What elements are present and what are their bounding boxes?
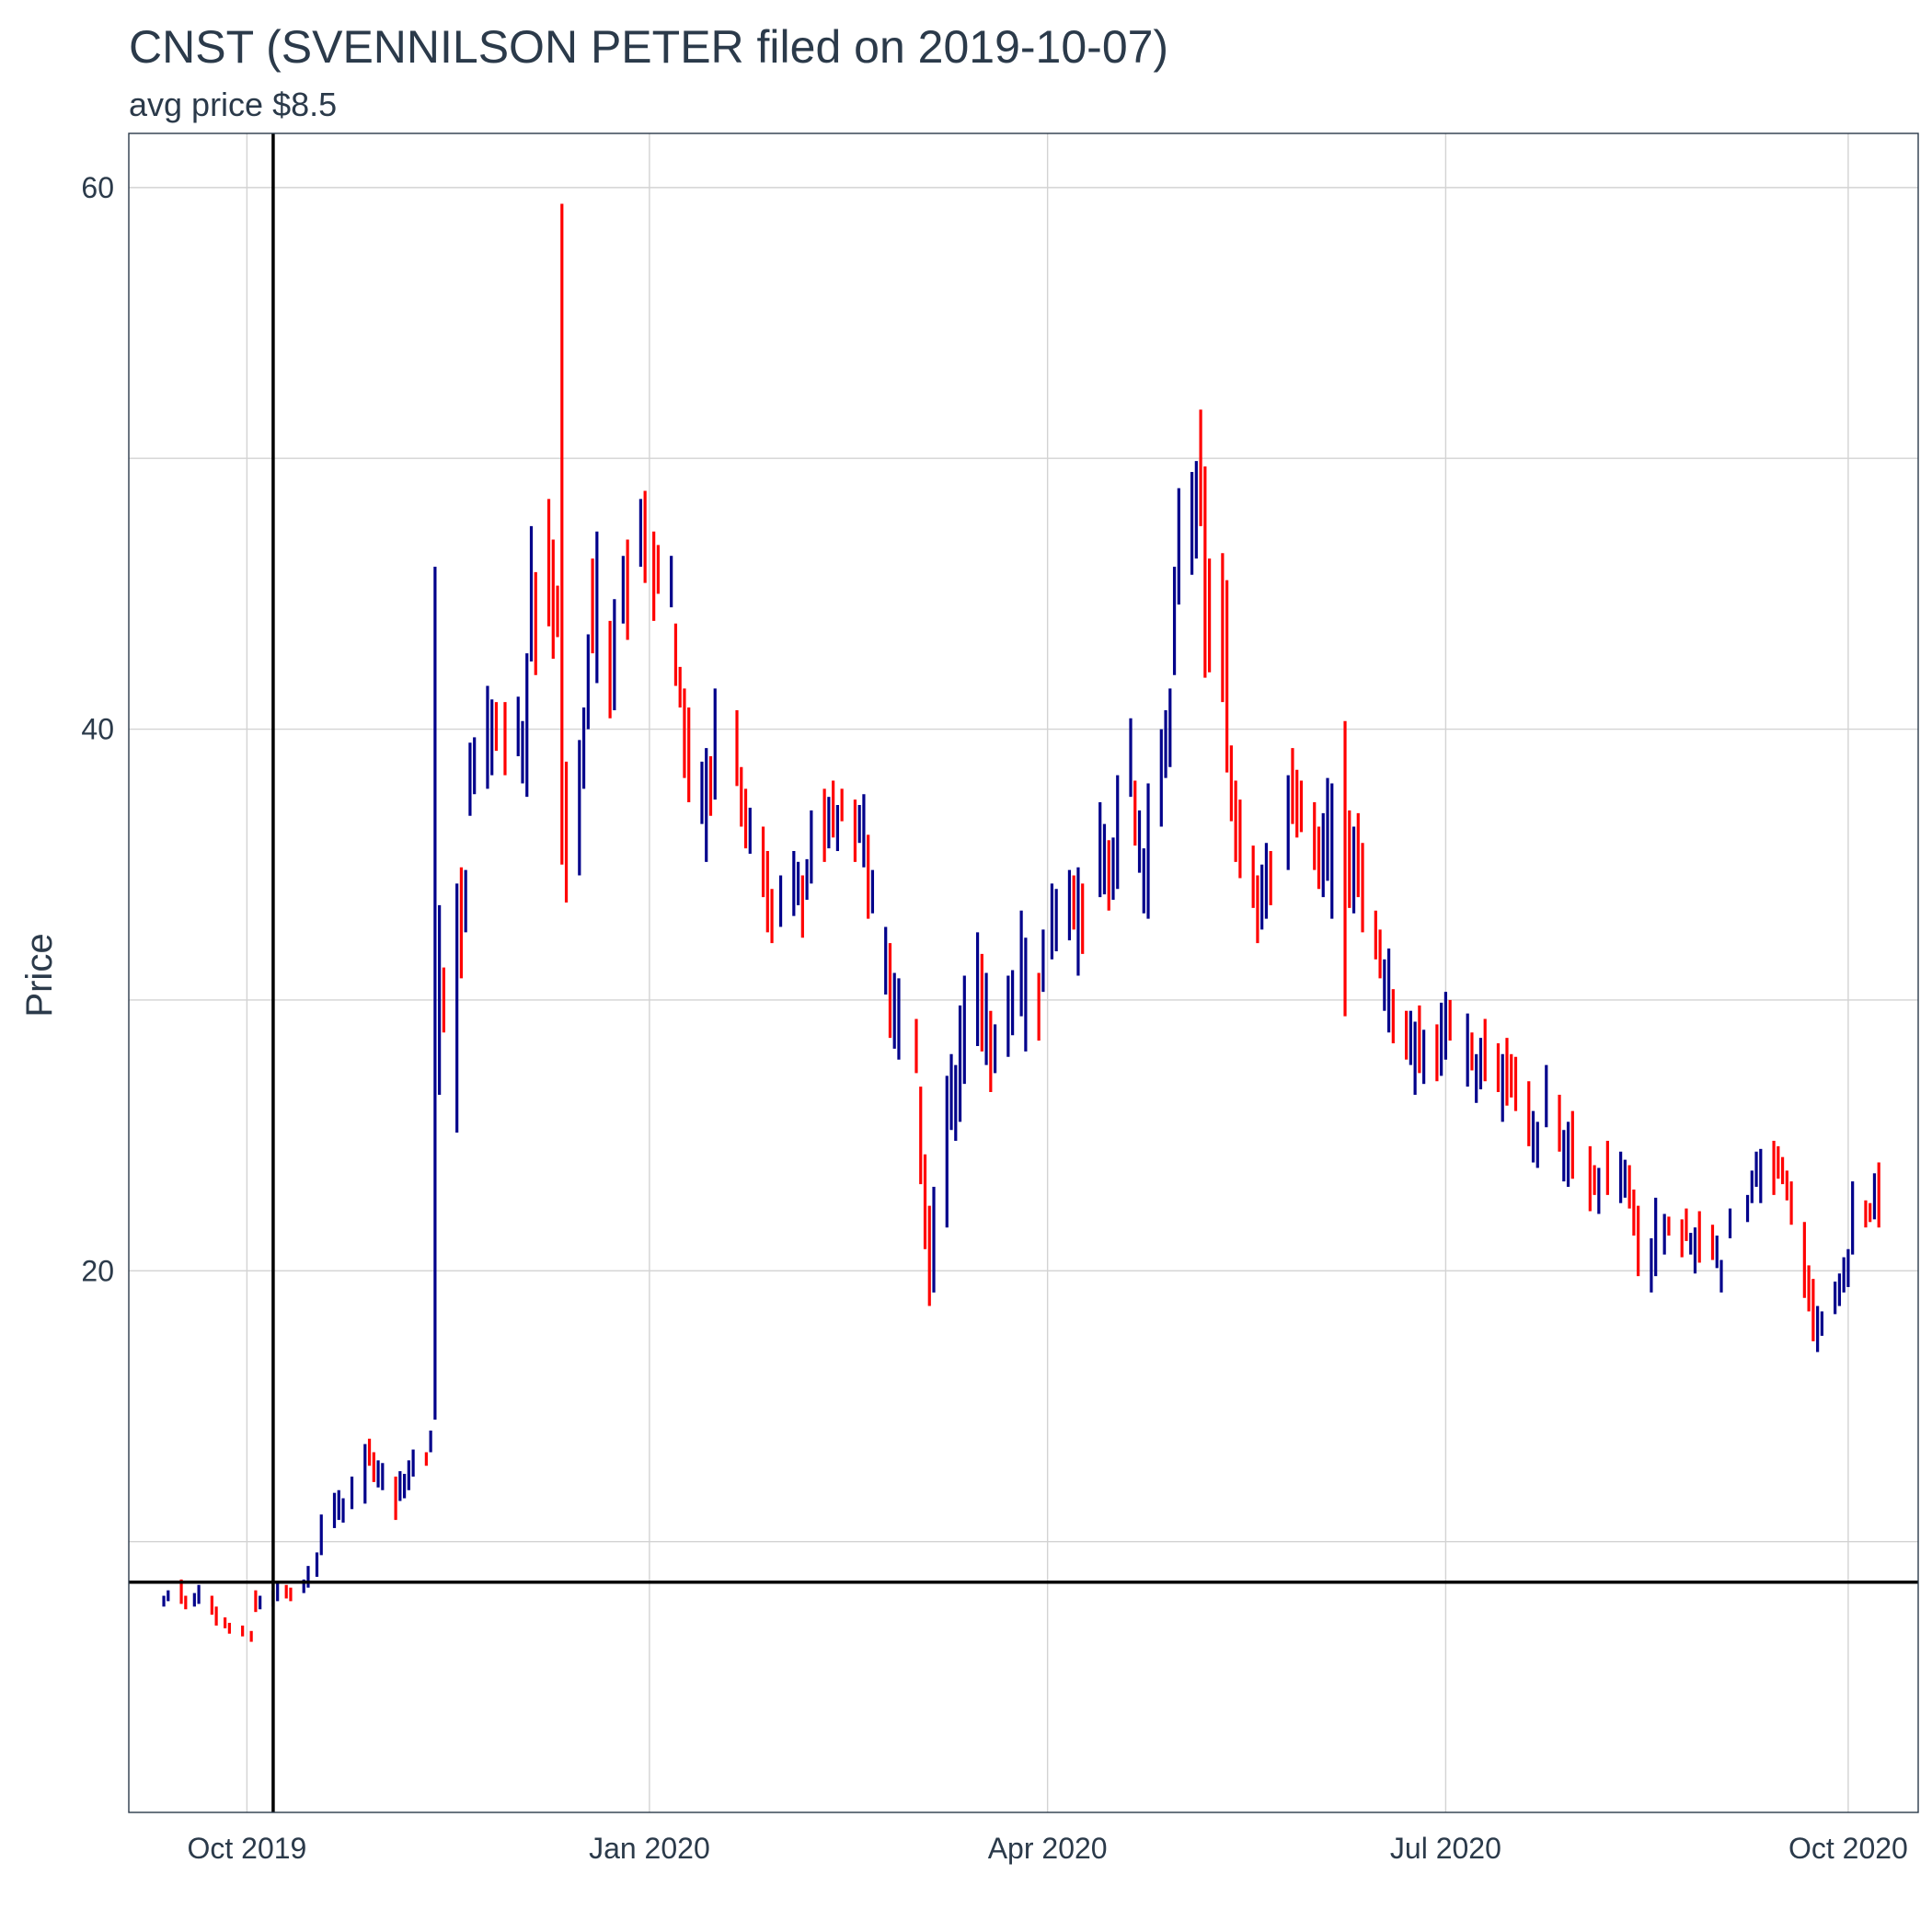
x-tick-label: Jul 2020 [1390, 1832, 1501, 1865]
y-tick-label: 20 [81, 1254, 114, 1287]
price-bars [162, 203, 1880, 1642]
x-tick-label: Oct 2019 [187, 1832, 306, 1865]
chart-title: CNST (SVENNILSON PETER filed on 2019-10-… [129, 21, 1168, 73]
plot-panel [128, 132, 1919, 1813]
x-tick-label: Oct 2020 [1788, 1832, 1908, 1865]
x-tick-label: Apr 2020 [988, 1832, 1108, 1865]
y-axis-label: Price [19, 933, 60, 1017]
grid [129, 133, 1918, 1812]
reference-lines [129, 133, 1918, 1812]
x-tick-label: Jan 2020 [589, 1832, 710, 1865]
axis-ticks: 20 40 60 Oct 2019 Jan 2020 Apr 2020 Jul 2020 Oc… [81, 171, 1907, 1865]
chart-subtitle: avg price $8.5 [129, 86, 337, 123]
y-tick-label: 40 [81, 713, 114, 746]
y-tick-label: 60 [81, 171, 114, 204]
